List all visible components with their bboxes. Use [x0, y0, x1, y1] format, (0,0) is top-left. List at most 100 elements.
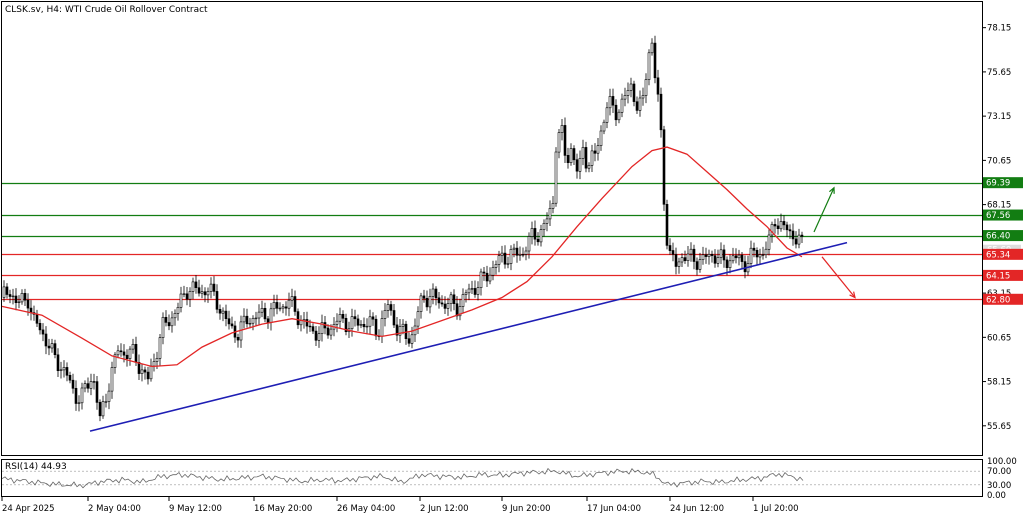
- level-tag-65.34: [983, 248, 1023, 260]
- candle-bear: [35, 313, 39, 324]
- candle-bear: [734, 255, 738, 259]
- candle-bear: [695, 261, 699, 270]
- candle-bull: [458, 306, 462, 317]
- candle-bear: [659, 93, 663, 131]
- level-tag-66.40: [983, 230, 1023, 242]
- time-tick-label: 2 Jun 12:00: [420, 504, 469, 514]
- candle-bull: [509, 249, 513, 264]
- candle-bull: [131, 343, 135, 350]
- candle-bear: [392, 310, 396, 326]
- level-tag-69.39: [983, 177, 1023, 189]
- candle-bull: [494, 263, 498, 268]
- candle-bull: [80, 387, 84, 404]
- candle-bull: [386, 304, 390, 311]
- level-tag-64.15: [983, 269, 1023, 281]
- arrow-up-icon: [829, 186, 835, 194]
- trendline: [89, 241, 848, 432]
- candle-bull: [128, 348, 132, 359]
- time-tick-label: 26 May 04:00: [337, 504, 395, 514]
- candle-bull: [476, 287, 480, 295]
- candle-bear: [119, 350, 123, 353]
- candle-bear: [683, 257, 687, 262]
- candle-bear: [98, 401, 102, 417]
- candle-bull: [188, 291, 192, 300]
- price-tick-label: 60.65: [987, 333, 1011, 343]
- candle-bear: [794, 238, 798, 245]
- moving-average: [1, 146, 803, 368]
- candle-bear: [5, 286, 9, 295]
- time-tick-label: 16 May 20:00: [254, 504, 312, 514]
- candle-bull: [596, 145, 600, 154]
- candle-bull: [221, 310, 225, 314]
- candle-bear: [635, 101, 639, 111]
- candle-bear: [425, 297, 429, 308]
- candle-bull: [431, 288, 435, 297]
- rsi-series: [1, 467, 982, 489]
- candle-bull: [677, 261, 681, 267]
- candle-bear: [314, 330, 318, 341]
- candle-bear: [53, 343, 57, 356]
- candle-bull: [539, 229, 543, 243]
- candle-bull: [161, 316, 165, 338]
- candle-bull: [149, 365, 153, 380]
- candle-bull: [50, 343, 54, 349]
- candle-bull: [176, 306, 180, 314]
- candle-bull: [506, 263, 510, 265]
- candle-bear: [68, 374, 72, 381]
- candle-bull: [281, 306, 285, 309]
- candle-bear: [92, 381, 96, 383]
- candle-bear: [473, 288, 477, 295]
- candle-bull: [467, 288, 471, 294]
- candle-bear: [665, 204, 669, 246]
- price-tick-label: 70.65: [987, 156, 1011, 166]
- candle-bull: [173, 312, 177, 319]
- candle-bull: [686, 253, 690, 261]
- candle-bear: [788, 229, 792, 232]
- candle-bear: [653, 42, 657, 79]
- candle-bear: [782, 221, 786, 226]
- candle-bull: [647, 52, 651, 80]
- candle-bear: [395, 324, 399, 336]
- candle-bear: [164, 316, 168, 323]
- candle-bull: [464, 292, 468, 295]
- candle-bull: [416, 311, 420, 327]
- candle-bear: [71, 379, 75, 389]
- candle-bear: [614, 104, 618, 121]
- candle-bear: [137, 361, 141, 374]
- ascending-trendline: [89, 241, 848, 432]
- candle-bull: [206, 291, 210, 296]
- candle-bear: [95, 381, 99, 403]
- candle-bull: [365, 325, 369, 328]
- candle-bear: [761, 254, 765, 256]
- candle-bear: [224, 310, 228, 320]
- candle-bull: [368, 316, 372, 327]
- candle-bear: [566, 155, 570, 164]
- candle-bear: [713, 255, 717, 264]
- candle-bear: [293, 296, 297, 312]
- candle-bear: [146, 371, 150, 380]
- candle-bear: [47, 345, 51, 349]
- candle-bear: [143, 369, 147, 373]
- candle-bull: [254, 317, 258, 320]
- time-tick-label: 24 Jun 12:00: [670, 504, 724, 514]
- candle-bull: [104, 401, 108, 403]
- candle-bear: [668, 245, 672, 251]
- candle-bull: [200, 291, 204, 294]
- candle-bull: [680, 257, 684, 263]
- candle-bear: [353, 316, 357, 320]
- candle-bull: [542, 223, 546, 230]
- candle-bull: [83, 383, 87, 389]
- candle-bull: [512, 247, 516, 250]
- candle-bear: [203, 291, 207, 296]
- candle-bull: [242, 315, 246, 323]
- candle-bull: [581, 147, 585, 159]
- candle-bull: [737, 254, 741, 259]
- candle-bull: [605, 107, 609, 123]
- forecast-arrows: [813, 186, 856, 299]
- candle-bull: [11, 295, 15, 298]
- level-tag-label: 64.15: [986, 271, 1010, 281]
- candle-bull: [140, 369, 144, 374]
- candle-bull: [527, 236, 531, 252]
